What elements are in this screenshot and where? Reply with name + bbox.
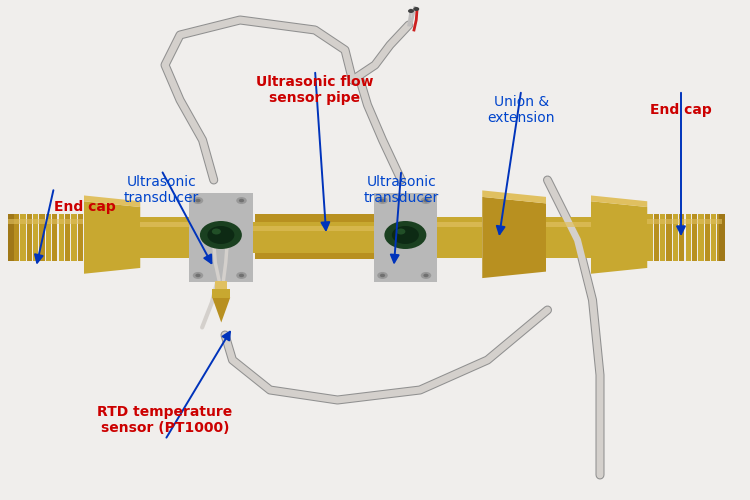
Polygon shape <box>482 197 546 278</box>
Text: Ultrasonic
transducer: Ultrasonic transducer <box>364 175 439 205</box>
Circle shape <box>377 197 388 204</box>
Bar <box>718 214 724 262</box>
Circle shape <box>384 221 426 249</box>
Bar <box>58 214 64 262</box>
Text: Union &
extension: Union & extension <box>488 95 555 125</box>
Bar <box>253 222 395 254</box>
Polygon shape <box>212 298 230 322</box>
Bar <box>255 214 394 222</box>
Circle shape <box>193 272 203 279</box>
Bar <box>8 214 14 262</box>
Circle shape <box>408 9 414 13</box>
Circle shape <box>236 272 247 279</box>
Bar <box>140 217 196 258</box>
Bar <box>40 214 45 262</box>
Bar <box>253 226 395 231</box>
Bar <box>27 214 32 262</box>
Circle shape <box>380 274 386 277</box>
Circle shape <box>396 228 405 234</box>
Bar <box>546 222 591 228</box>
Circle shape <box>238 199 244 202</box>
Circle shape <box>413 7 419 11</box>
Bar <box>374 192 437 282</box>
Bar <box>660 214 665 262</box>
Bar <box>140 222 196 228</box>
Circle shape <box>200 221 242 249</box>
Text: Ultrasonic flow
sensor pipe: Ultrasonic flow sensor pipe <box>256 75 374 105</box>
Circle shape <box>421 272 431 279</box>
Bar <box>698 214 703 262</box>
Polygon shape <box>591 201 647 274</box>
Bar <box>437 217 482 258</box>
Polygon shape <box>482 190 546 203</box>
Bar <box>78 214 82 262</box>
Bar <box>711 214 716 262</box>
Bar <box>8 214 13 262</box>
Circle shape <box>195 199 201 202</box>
Circle shape <box>211 228 220 234</box>
Bar <box>653 214 658 262</box>
Bar <box>46 214 51 262</box>
Circle shape <box>207 226 234 244</box>
Circle shape <box>236 197 247 204</box>
Bar <box>692 214 698 262</box>
Text: RTD temperature
sensor (PT1000): RTD temperature sensor (PT1000) <box>98 405 232 435</box>
Bar <box>212 288 230 298</box>
Bar <box>53 214 58 262</box>
Bar <box>33 214 38 262</box>
Bar <box>189 192 253 282</box>
Polygon shape <box>591 196 647 207</box>
Bar <box>255 254 394 260</box>
Text: End cap: End cap <box>650 103 712 117</box>
Circle shape <box>193 197 203 204</box>
Bar <box>717 214 723 262</box>
Bar <box>686 214 691 262</box>
Bar <box>546 217 591 258</box>
Circle shape <box>377 272 388 279</box>
Bar <box>437 222 482 228</box>
Bar <box>20 214 26 262</box>
Polygon shape <box>84 196 140 207</box>
Circle shape <box>392 226 418 244</box>
Circle shape <box>421 197 431 204</box>
Bar <box>14 214 20 262</box>
Circle shape <box>238 274 244 277</box>
Polygon shape <box>84 201 140 274</box>
Bar <box>673 214 678 262</box>
Circle shape <box>380 199 386 202</box>
Bar <box>705 214 710 262</box>
Text: End cap: End cap <box>54 200 116 214</box>
Bar <box>647 214 652 262</box>
Circle shape <box>423 274 428 277</box>
Bar <box>8 219 82 224</box>
Bar <box>215 281 227 288</box>
Text: Ultrasonic
transducer: Ultrasonic transducer <box>124 175 199 205</box>
Bar <box>680 214 684 262</box>
Bar <box>666 214 672 262</box>
Bar <box>71 214 76 262</box>
Circle shape <box>195 274 201 277</box>
Circle shape <box>423 199 428 202</box>
Bar <box>64 214 70 262</box>
Bar <box>647 219 722 224</box>
